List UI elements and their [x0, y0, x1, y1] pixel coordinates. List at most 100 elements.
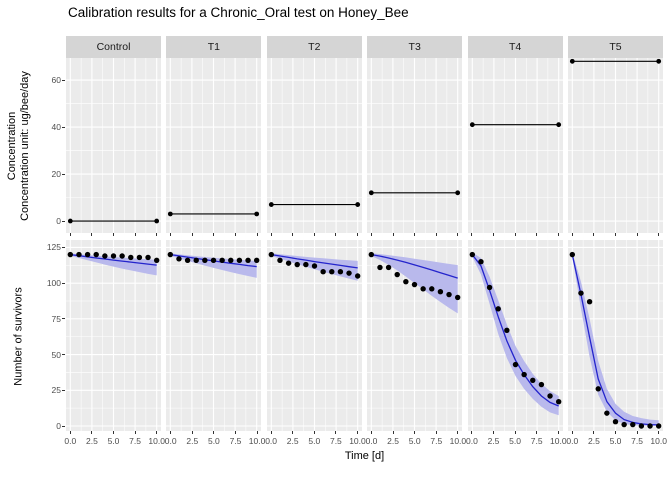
survivors-panel-t4: [467, 240, 563, 431]
y-tick-mark: [62, 79, 65, 81]
x-tick-label: 10.0: [148, 436, 165, 446]
x-tick-mark: [313, 431, 315, 434]
x-tick-label: 5.0: [609, 436, 622, 446]
x-tick-label: 2.5: [587, 436, 600, 446]
x-tick-label: 2.5: [487, 436, 500, 446]
facet-strip-t3: T3: [367, 36, 463, 58]
x-axis-title: Time [d]: [344, 450, 385, 462]
survivors-panel-control: [66, 240, 161, 431]
x-tick-mark: [536, 431, 538, 434]
concentration-series: [369, 190, 461, 196]
x-tick-label: 5.0: [308, 436, 321, 446]
observed-points: [168, 251, 260, 263]
y-tick-mark: [62, 173, 65, 175]
concentration-panel-t1: [166, 58, 262, 233]
x-tick-mark: [471, 431, 473, 434]
x-tick-label: 2.5: [85, 436, 98, 446]
x-tick-mark: [557, 233, 559, 236]
y-tick-label-survivors: 100: [46, 278, 61, 289]
x-tick-label: 7.5: [430, 436, 443, 446]
x-tick-label: 10.0: [349, 436, 366, 446]
x-tick-mark: [636, 431, 638, 434]
facet-strip-control: Control: [66, 36, 161, 58]
confidence-ribbon: [70, 253, 157, 276]
x-tick-mark: [514, 233, 516, 236]
x-tick-mark: [636, 233, 638, 236]
y-tick-mark: [62, 389, 65, 391]
x-tick-mark: [471, 233, 473, 236]
x-tick-mark: [593, 431, 595, 434]
x-tick-mark: [514, 431, 516, 434]
concentration-series: [469, 122, 561, 128]
x-tick-mark: [457, 431, 459, 434]
x-tick-mark: [134, 233, 136, 236]
x-tick-label: 5.0: [408, 436, 421, 446]
y-tick-label-survivors: 25: [51, 385, 61, 396]
x-tick-mark: [270, 431, 272, 434]
x-tick-mark: [170, 431, 172, 434]
y-tick-label-survivors: 125: [46, 242, 61, 253]
x-tick-mark: [256, 431, 258, 434]
y-tick-mark: [62, 220, 65, 222]
x-tick-mark: [113, 233, 114, 236]
x-tick-mark: [414, 431, 416, 434]
confidence-ribbon: [371, 253, 458, 314]
y-tick-label-concentration: 0: [56, 216, 61, 227]
x-tick-mark: [593, 233, 595, 236]
x-tick-mark: [234, 233, 236, 236]
observed-points: [67, 251, 160, 263]
x-tick-mark: [615, 233, 616, 236]
x-tick-mark: [435, 431, 437, 434]
y-axis-title-concentration-line1: Concentration: [6, 111, 18, 181]
x-tick-mark: [658, 233, 660, 236]
x-tick-mark: [213, 431, 215, 434]
survivors-panel-t3: [367, 240, 463, 431]
y-tick-label-survivors: 75: [51, 313, 61, 324]
concentration-panel-t2: [266, 58, 362, 233]
concentration-series: [168, 211, 260, 217]
x-tick-mark: [615, 431, 616, 434]
x-tick-mark: [292, 431, 294, 434]
fit-line: [270, 253, 358, 269]
x-tick-label: 10.0: [449, 436, 467, 446]
y-tick-mark: [62, 425, 65, 427]
x-tick-mark: [270, 233, 272, 236]
y-tick-label-concentration: 60: [51, 75, 61, 86]
confidence-ribbon: [471, 252, 559, 416]
x-tick-mark: [69, 233, 71, 236]
x-tick-mark: [557, 431, 559, 434]
y-tick-label-concentration: 20: [51, 169, 61, 180]
concentration-series: [569, 58, 662, 64]
x-tick-mark: [191, 431, 193, 434]
survivors-panel-t1: [166, 240, 262, 431]
x-tick-mark: [292, 233, 294, 236]
x-tick-label: 5.0: [107, 436, 120, 446]
x-tick-label: 0.0: [265, 436, 278, 446]
x-tick-mark: [335, 431, 337, 434]
facet-strip-t5: T5: [568, 36, 663, 58]
y-tick-label-survivors: 0: [56, 421, 61, 431]
x-tick-mark: [213, 233, 215, 236]
x-tick-mark: [493, 431, 494, 434]
x-tick-mark: [156, 233, 158, 236]
y-tick-mark: [62, 246, 65, 248]
y-tick-label-concentration: 40: [51, 122, 61, 133]
survivors-panel-t5: [568, 240, 663, 431]
x-tick-mark: [571, 233, 573, 236]
fit-line: [70, 253, 157, 266]
y-tick-mark: [62, 282, 65, 284]
concentration-panel-t3: [367, 58, 463, 233]
concentration-series: [268, 202, 360, 207]
x-tick-mark: [658, 431, 660, 434]
chart-title: Calibration results for a Chronic_Oral t…: [68, 5, 409, 20]
x-tick-mark: [356, 431, 358, 434]
x-tick-label: 7.5: [530, 436, 543, 446]
observed-points: [569, 251, 662, 429]
x-tick-label: 0.0: [164, 436, 177, 446]
y-axis-title-survivors: Number of survivors: [12, 287, 25, 386]
x-tick-mark: [457, 233, 459, 236]
x-tick-mark: [392, 233, 394, 236]
observed-points: [268, 251, 361, 279]
x-tick-label: 0.0: [465, 436, 478, 446]
x-tick-mark: [371, 431, 373, 434]
